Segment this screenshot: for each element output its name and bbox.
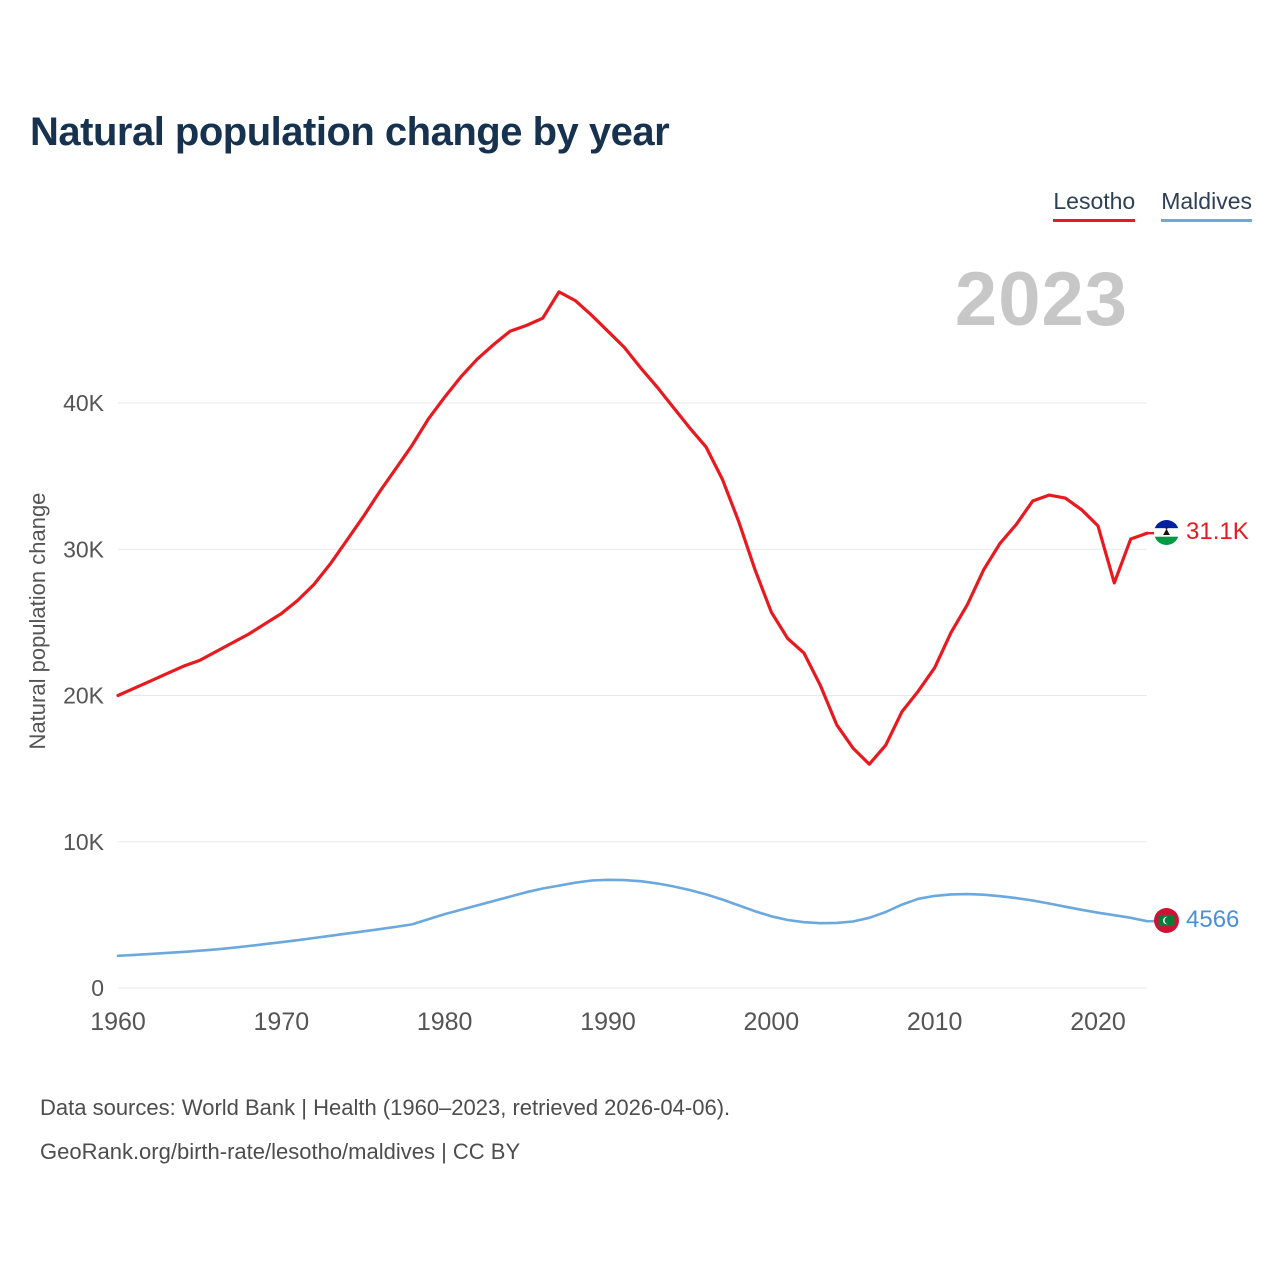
- maldives-flag-icon: [1154, 907, 1179, 933]
- y-tick-label: 40K: [63, 390, 105, 416]
- footer: Data sources: World Bank | Health (1960–…: [40, 1086, 730, 1174]
- y-tick-label: 30K: [63, 536, 105, 562]
- lesotho-flag-icon: [1154, 519, 1179, 545]
- footer-sources: Data sources: World Bank | Health (1960–…: [40, 1095, 731, 1120]
- y-tick-label: 20K: [63, 683, 105, 709]
- x-tick-label: 1970: [254, 1008, 310, 1036]
- end-label-maldives: 4566: [1154, 906, 1239, 934]
- x-tick-label: 2020: [1070, 1008, 1126, 1036]
- page-title: Natural population change by year: [30, 110, 670, 154]
- x-tick-label: 2010: [907, 1008, 963, 1036]
- legend-item-lesotho[interactable]: Lesotho: [1053, 188, 1136, 222]
- y-tick-label: 0: [91, 975, 104, 1001]
- x-tick-label: 1980: [417, 1008, 473, 1036]
- end-value-maldives: 4566: [1186, 906, 1240, 934]
- footer-attribution: GeoRank.org/birth-rate/lesotho/maldives …: [40, 1139, 521, 1164]
- x-tick-label: 2000: [744, 1008, 800, 1036]
- year-watermark: 2023: [954, 257, 1128, 342]
- end-label-lesotho: 31.1K: [1154, 518, 1249, 546]
- y-tick-label: 10K: [63, 829, 105, 855]
- legend-item-maldives[interactable]: Maldives: [1161, 188, 1252, 222]
- x-tick-label: 1960: [90, 1008, 146, 1036]
- maldives-line: [116, 878, 1149, 958]
- end-value-lesotho: 31.1K: [1186, 518, 1249, 546]
- x-tick-label: 1990: [580, 1008, 636, 1036]
- legend: Lesotho Maldives: [1053, 188, 1252, 222]
- lesotho-line: [116, 290, 1149, 766]
